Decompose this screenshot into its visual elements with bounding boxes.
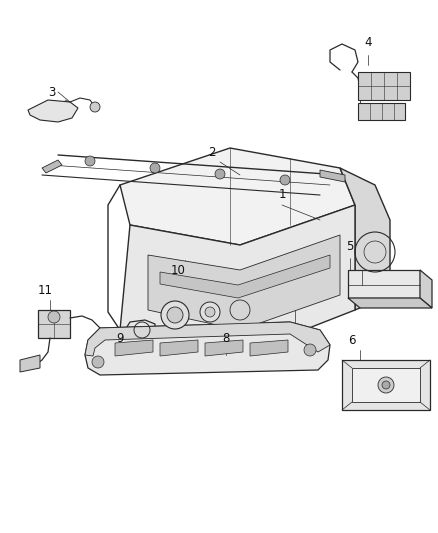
Polygon shape	[205, 340, 243, 356]
Polygon shape	[85, 322, 330, 375]
Polygon shape	[160, 255, 330, 298]
Polygon shape	[340, 168, 390, 310]
Circle shape	[92, 356, 104, 368]
Text: 3: 3	[48, 85, 56, 99]
Circle shape	[161, 301, 189, 329]
Text: 11: 11	[38, 284, 53, 296]
Polygon shape	[148, 235, 340, 330]
Polygon shape	[38, 310, 70, 338]
Polygon shape	[85, 322, 330, 356]
Circle shape	[215, 169, 225, 179]
Text: 2: 2	[208, 146, 216, 158]
Polygon shape	[250, 340, 288, 356]
Circle shape	[200, 302, 220, 322]
Text: 5: 5	[346, 240, 354, 254]
Text: 9: 9	[116, 332, 124, 344]
Polygon shape	[420, 270, 432, 308]
Circle shape	[382, 381, 390, 389]
Polygon shape	[342, 360, 430, 410]
Circle shape	[280, 175, 290, 185]
Circle shape	[205, 307, 215, 317]
Polygon shape	[320, 170, 345, 182]
Text: 10: 10	[170, 263, 185, 277]
Polygon shape	[115, 340, 153, 356]
Polygon shape	[120, 205, 355, 355]
Circle shape	[85, 156, 95, 166]
Polygon shape	[42, 160, 62, 173]
Polygon shape	[28, 100, 78, 122]
Circle shape	[167, 307, 183, 323]
Polygon shape	[160, 340, 198, 356]
Circle shape	[378, 377, 394, 393]
Text: 8: 8	[223, 332, 230, 344]
Text: 1: 1	[278, 189, 286, 201]
Polygon shape	[20, 355, 40, 372]
Polygon shape	[348, 270, 420, 298]
Circle shape	[150, 163, 160, 173]
Polygon shape	[120, 148, 355, 245]
Circle shape	[90, 102, 100, 112]
Text: 4: 4	[364, 36, 372, 49]
Text: 6: 6	[348, 334, 356, 346]
Circle shape	[48, 311, 60, 323]
Polygon shape	[358, 103, 405, 120]
Circle shape	[304, 344, 316, 356]
Polygon shape	[352, 368, 420, 402]
Polygon shape	[358, 72, 410, 100]
Polygon shape	[348, 298, 432, 308]
